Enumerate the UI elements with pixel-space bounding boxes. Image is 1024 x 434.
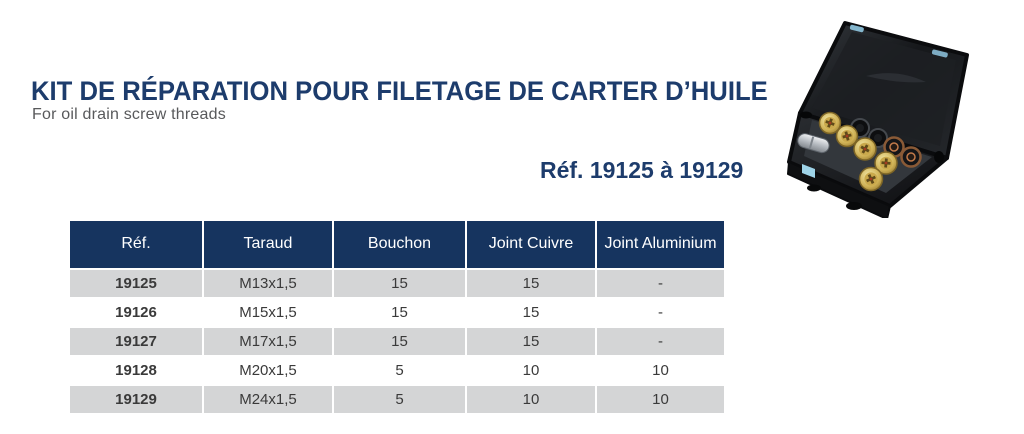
cell-taraud: M24x1,5 [202, 384, 334, 415]
drain-plug-cylinder [797, 133, 830, 154]
brass-tap-discs [818, 111, 898, 192]
column-header-taraud: Taraud [202, 219, 334, 270]
cell-joint-aluminium: - [595, 297, 726, 328]
cell-joint-aluminium: - [595, 326, 726, 357]
copper-washers [883, 136, 922, 168]
table-row: 19127 M17x1,5 15 15 - [68, 326, 726, 357]
cell-ref: 19129 [68, 384, 204, 415]
product-photo-tool-case [787, 21, 969, 218]
cell-joint-cuivre: 15 [465, 326, 597, 357]
cell-ref: 19125 [68, 268, 204, 299]
cell-taraud: M17x1,5 [202, 326, 334, 357]
table-row: 19126 M15x1,5 15 15 - [68, 297, 726, 328]
cell-joint-cuivre: 15 [465, 297, 597, 328]
cell-bouchon: 5 [332, 355, 467, 386]
products-table: Réf. Taraud Bouchon Joint Cuivre Joint A… [68, 219, 726, 415]
cell-joint-aluminium: - [595, 268, 726, 299]
cell-taraud: M13x1,5 [202, 268, 334, 299]
page-title: KIT DE RÉPARATION POUR FILETAGE DE CARTE… [31, 76, 768, 106]
cell-joint-cuivre: 10 [465, 384, 597, 415]
table-header-row: Réf. Taraud Bouchon Joint Cuivre Joint A… [68, 219, 726, 270]
column-header-ref: Réf. [68, 219, 204, 270]
cell-joint-cuivre: 15 [465, 268, 597, 299]
cell-taraud: M20x1,5 [202, 355, 334, 386]
cell-taraud: M15x1,5 [202, 297, 334, 328]
column-header-joint-aluminium: Joint Aluminium [595, 219, 726, 270]
cell-ref: 19126 [68, 297, 204, 328]
cell-ref: 19127 [68, 326, 204, 357]
page-subtitle: For oil drain screw threads [32, 106, 226, 123]
cell-bouchon: 15 [332, 268, 467, 299]
cell-bouchon: 15 [332, 326, 467, 357]
table-row: 19129 M24x1,5 5 10 10 [68, 384, 726, 415]
cell-ref: 19128 [68, 355, 204, 386]
table-row: 19125 M13x1,5 15 15 - [68, 268, 726, 299]
cell-bouchon: 5 [332, 384, 467, 415]
tray-blue-label [802, 164, 815, 178]
cell-joint-aluminium: 10 [595, 355, 726, 386]
cell-bouchon: 15 [332, 297, 467, 328]
table-row: 19128 M20x1,5 5 10 10 [68, 355, 726, 386]
column-header-joint-cuivre: Joint Cuivre [465, 219, 597, 270]
column-header-bouchon: Bouchon [332, 219, 467, 270]
ref-range-label: Réf. 19125 à 19129 [540, 157, 744, 183]
cell-joint-aluminium: 10 [595, 384, 726, 415]
cell-joint-cuivre: 10 [465, 355, 597, 386]
